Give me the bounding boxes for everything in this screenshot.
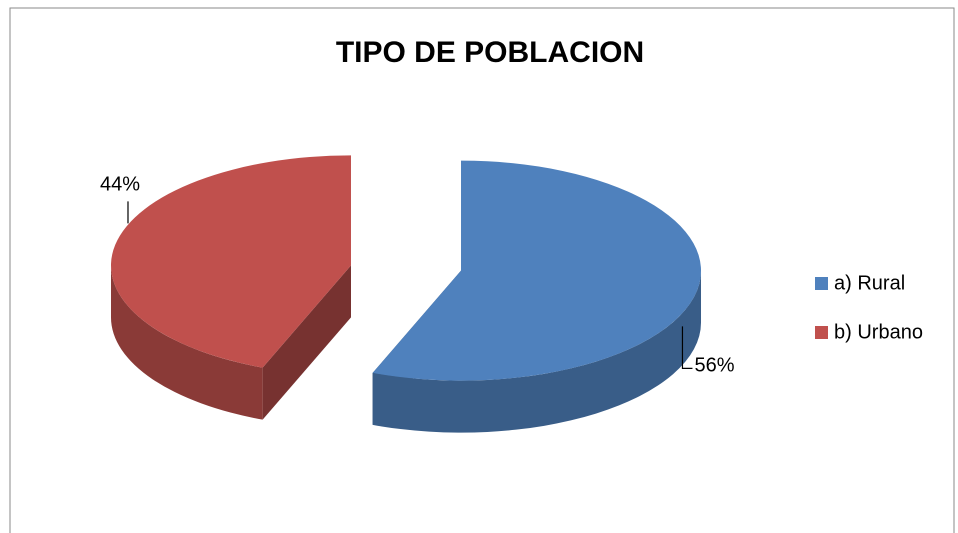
- pie: 56% 44%: [100, 155, 735, 433]
- data-label: 56%: [694, 355, 734, 377]
- slice-side: [110, 265, 263, 420]
- data-label: 44%: [100, 174, 140, 196]
- slice-side: [372, 270, 702, 433]
- legend-label: a) Rural: [834, 272, 905, 294]
- legend-label: b) Urbano: [834, 321, 923, 343]
- slice: [372, 160, 702, 381]
- legend: a) Rural b) Urbano: [815, 272, 923, 343]
- slice-side: [262, 265, 351, 420]
- chart-title: TIPO DE POBLACION: [336, 36, 644, 69]
- slice: [110, 155, 351, 368]
- leader-line: [681, 326, 693, 369]
- legend-swatch: [815, 277, 828, 290]
- legend-swatch: [815, 326, 828, 339]
